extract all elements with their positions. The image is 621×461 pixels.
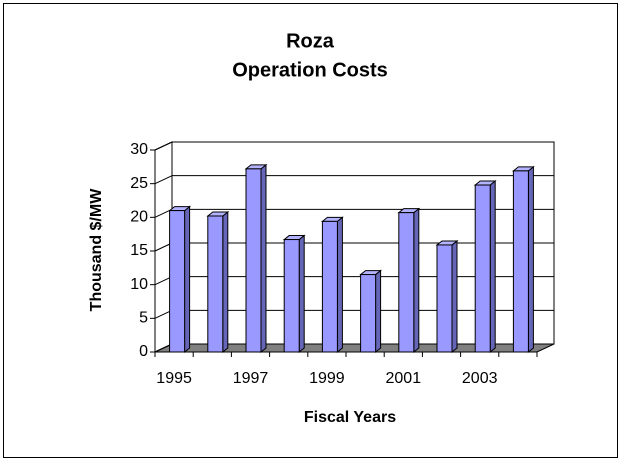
chart-title: Operation Costs bbox=[232, 59, 388, 81]
grid-line bbox=[154, 141, 173, 151]
bar-side bbox=[489, 179, 496, 354]
bar-front bbox=[169, 210, 186, 353]
x-tick-label: 2003 bbox=[462, 370, 498, 387]
x-tick-label: 1995 bbox=[156, 370, 192, 387]
x-axis-title: Fiscal Years bbox=[304, 409, 396, 426]
x-tick-label: 1999 bbox=[309, 370, 345, 387]
x-tick-label: 1997 bbox=[233, 370, 269, 387]
bar-front bbox=[474, 184, 491, 353]
y-axis-title: Thousand $/MW bbox=[88, 188, 105, 312]
y-tick-label: 5 bbox=[139, 310, 148, 327]
bar bbox=[359, 269, 383, 354]
bar bbox=[320, 216, 344, 354]
bar-side bbox=[336, 216, 343, 354]
bar-side bbox=[222, 210, 229, 354]
bar-side bbox=[298, 234, 305, 354]
bar-side bbox=[260, 163, 267, 354]
bar-side bbox=[451, 239, 458, 354]
bar-side bbox=[184, 205, 191, 354]
bar bbox=[435, 239, 459, 354]
bar-front bbox=[360, 274, 377, 353]
chart-title: Roza bbox=[286, 30, 335, 52]
y-tick-label: 30 bbox=[130, 141, 148, 158]
y-tick-label: 15 bbox=[130, 242, 148, 259]
bar-front bbox=[321, 220, 338, 353]
bar-front bbox=[398, 212, 415, 353]
bar bbox=[511, 165, 535, 354]
bar bbox=[168, 205, 192, 354]
bar bbox=[206, 210, 230, 354]
y-tick-label: 10 bbox=[130, 276, 148, 293]
bar-front bbox=[436, 244, 453, 353]
bar bbox=[473, 179, 497, 354]
bar bbox=[397, 207, 421, 354]
bar-front bbox=[207, 215, 224, 353]
bar bbox=[282, 234, 306, 354]
y-tick-label: 20 bbox=[130, 209, 148, 226]
bar-side bbox=[413, 207, 420, 354]
bar-front bbox=[283, 239, 300, 353]
bar-front bbox=[245, 168, 262, 353]
y-tick-label: 0 bbox=[139, 343, 148, 360]
x-tick-label: 2001 bbox=[386, 370, 422, 387]
bar-side bbox=[527, 165, 534, 354]
bar-side bbox=[375, 269, 382, 354]
bar-front bbox=[512, 170, 529, 353]
y-tick-label: 25 bbox=[130, 175, 148, 192]
grid-line bbox=[154, 175, 173, 185]
bar bbox=[244, 163, 268, 354]
